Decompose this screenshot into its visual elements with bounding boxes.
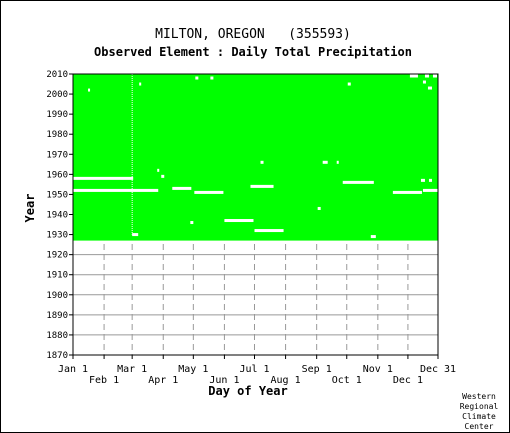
missing-segment [317, 206, 321, 210]
x-tick-label: Dec 31 [420, 364, 456, 375]
missing-segment [392, 190, 422, 194]
y-tick-label: 1880 [46, 331, 68, 341]
y-tick-label: 1910 [46, 271, 68, 281]
y-tick-label: 1960 [46, 170, 68, 180]
missing-segment [342, 180, 374, 184]
data-coverage-band [73, 74, 438, 241]
missing-segment [172, 186, 192, 190]
y-tick-label: 2000 [46, 90, 68, 100]
y-tick-label: 1900 [46, 291, 68, 301]
x-tick-label: Aug 1 [271, 375, 301, 386]
chart-title: MILTON, OREGON (355593) [155, 27, 351, 42]
missing-segment [195, 76, 199, 80]
missing-segment [409, 74, 418, 78]
missing-segment [250, 184, 274, 188]
y-tick-label: 1920 [46, 251, 68, 261]
missing-segment [224, 219, 254, 223]
x-tick-label: Mar 1 [117, 364, 147, 375]
y-axis: 1870 1880 1890 1900 1910 1920 1930 1940 1950 1960… [46, 70, 73, 361]
x-tick-label: Jan 1 [58, 364, 88, 375]
missing-segment [88, 88, 91, 92]
x-tick-label: Apr 1 [148, 375, 178, 386]
missing-segment [139, 82, 142, 86]
credit-line-1: Western [462, 392, 496, 401]
missing-segment [190, 221, 194, 225]
missing-segment [336, 160, 339, 164]
y-tick-label: 1870 [46, 351, 68, 361]
y-tick-label: 1950 [46, 190, 68, 200]
x-tick-label: May 1 [178, 364, 208, 375]
missing-segment [422, 188, 440, 192]
missing-segment [424, 74, 429, 78]
x-tick-label: Nov 1 [363, 364, 393, 375]
missing-segment [132, 233, 139, 237]
y-tick-label: 1930 [46, 231, 68, 241]
missing-segment [347, 82, 351, 86]
x-tick-label: Feb 1 [89, 375, 119, 386]
missing-segment [427, 86, 432, 90]
x-tick-label: Oct 1 [332, 375, 362, 386]
credit-line-4: Center [465, 422, 494, 431]
missing-segment [422, 80, 426, 84]
y-tick-label: 1980 [46, 130, 68, 140]
plot-area [72, 73, 440, 356]
y-axis-label: Year [23, 194, 37, 223]
credit-block: Western Regional Climate Center [460, 392, 499, 431]
y-tick-label: 1940 [46, 211, 68, 221]
missing-segment [420, 178, 425, 182]
y-tick-label: 1970 [46, 150, 68, 160]
y-tick-label: 2010 [46, 70, 68, 80]
missing-segment [322, 160, 328, 164]
missing-segment [73, 176, 134, 180]
missing-segment [194, 190, 224, 194]
credit-line-3: Climate [462, 412, 496, 421]
x-tick-label: Sep 1 [302, 364, 332, 375]
x-tick-label: Jun 1 [209, 375, 239, 386]
x-tick-label: Jul 1 [239, 364, 269, 375]
chart-subtitle: Observed Element : Daily Total Precipita… [94, 45, 412, 59]
missing-segment [254, 229, 284, 233]
y-tick-label: 1990 [46, 110, 68, 120]
missing-segment [73, 188, 159, 192]
missing-segment [161, 174, 165, 178]
missing-segment [210, 76, 214, 80]
missing-segment [260, 160, 264, 164]
missing-segment [157, 168, 160, 172]
missing-segment [432, 74, 437, 78]
missing-segment [370, 235, 376, 239]
credit-line-2: Regional [460, 402, 499, 411]
x-axis: Jan 1 Mar 1 May 1 Jul 1 Sep 1 Nov 1 Dec 31 Feb … [58, 355, 456, 386]
x-axis-label: Day of Year [208, 384, 287, 398]
missing-segment [428, 178, 432, 182]
x-tick-label: Dec 1 [393, 375, 423, 386]
y-tick-label: 1890 [46, 311, 68, 321]
